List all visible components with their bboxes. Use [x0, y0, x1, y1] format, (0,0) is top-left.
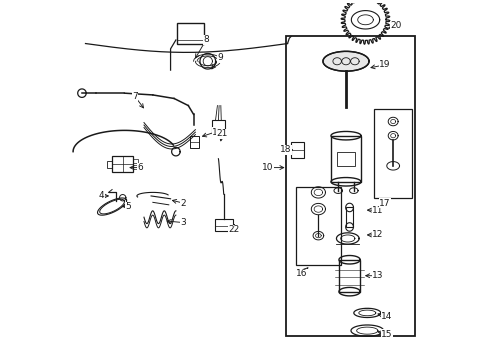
Text: 9: 9	[217, 53, 223, 62]
Bar	[190, 136, 199, 148]
Text: 14: 14	[381, 312, 392, 321]
Text: 11: 11	[372, 206, 384, 215]
Text: 8: 8	[203, 36, 209, 45]
Text: 17: 17	[379, 198, 391, 207]
Text: 4: 4	[98, 192, 104, 201]
Bar	[345, 207, 353, 227]
Text: 18: 18	[280, 145, 292, 154]
Text: 10: 10	[262, 163, 274, 172]
Polygon shape	[331, 177, 361, 186]
Text: 16: 16	[296, 269, 307, 278]
Bar	[296, 187, 341, 265]
Text: 7: 7	[132, 92, 138, 101]
Bar	[133, 159, 138, 163]
Text: 6: 6	[138, 163, 143, 172]
Bar	[291, 142, 304, 158]
Text: 13: 13	[372, 271, 384, 280]
Polygon shape	[345, 223, 353, 231]
Bar	[331, 136, 361, 182]
Bar	[133, 165, 138, 168]
Text: 21: 21	[216, 130, 228, 139]
Text: 22: 22	[229, 225, 240, 234]
Bar	[176, 23, 203, 44]
Text: 2: 2	[180, 198, 186, 207]
Text: 20: 20	[390, 21, 401, 30]
Bar	[374, 109, 412, 198]
Bar	[215, 219, 233, 231]
Text: 19: 19	[379, 60, 391, 69]
Text: 15: 15	[381, 330, 392, 339]
Text: 3: 3	[180, 218, 186, 227]
Text: 5: 5	[125, 202, 131, 211]
Polygon shape	[339, 287, 360, 296]
Text: 12: 12	[372, 230, 384, 239]
Bar	[337, 152, 355, 166]
Text: 1: 1	[212, 128, 218, 137]
Bar	[107, 161, 112, 168]
Bar	[286, 36, 415, 336]
Polygon shape	[323, 51, 369, 71]
Bar	[339, 260, 360, 292]
Bar	[112, 156, 133, 172]
Bar	[212, 120, 225, 134]
